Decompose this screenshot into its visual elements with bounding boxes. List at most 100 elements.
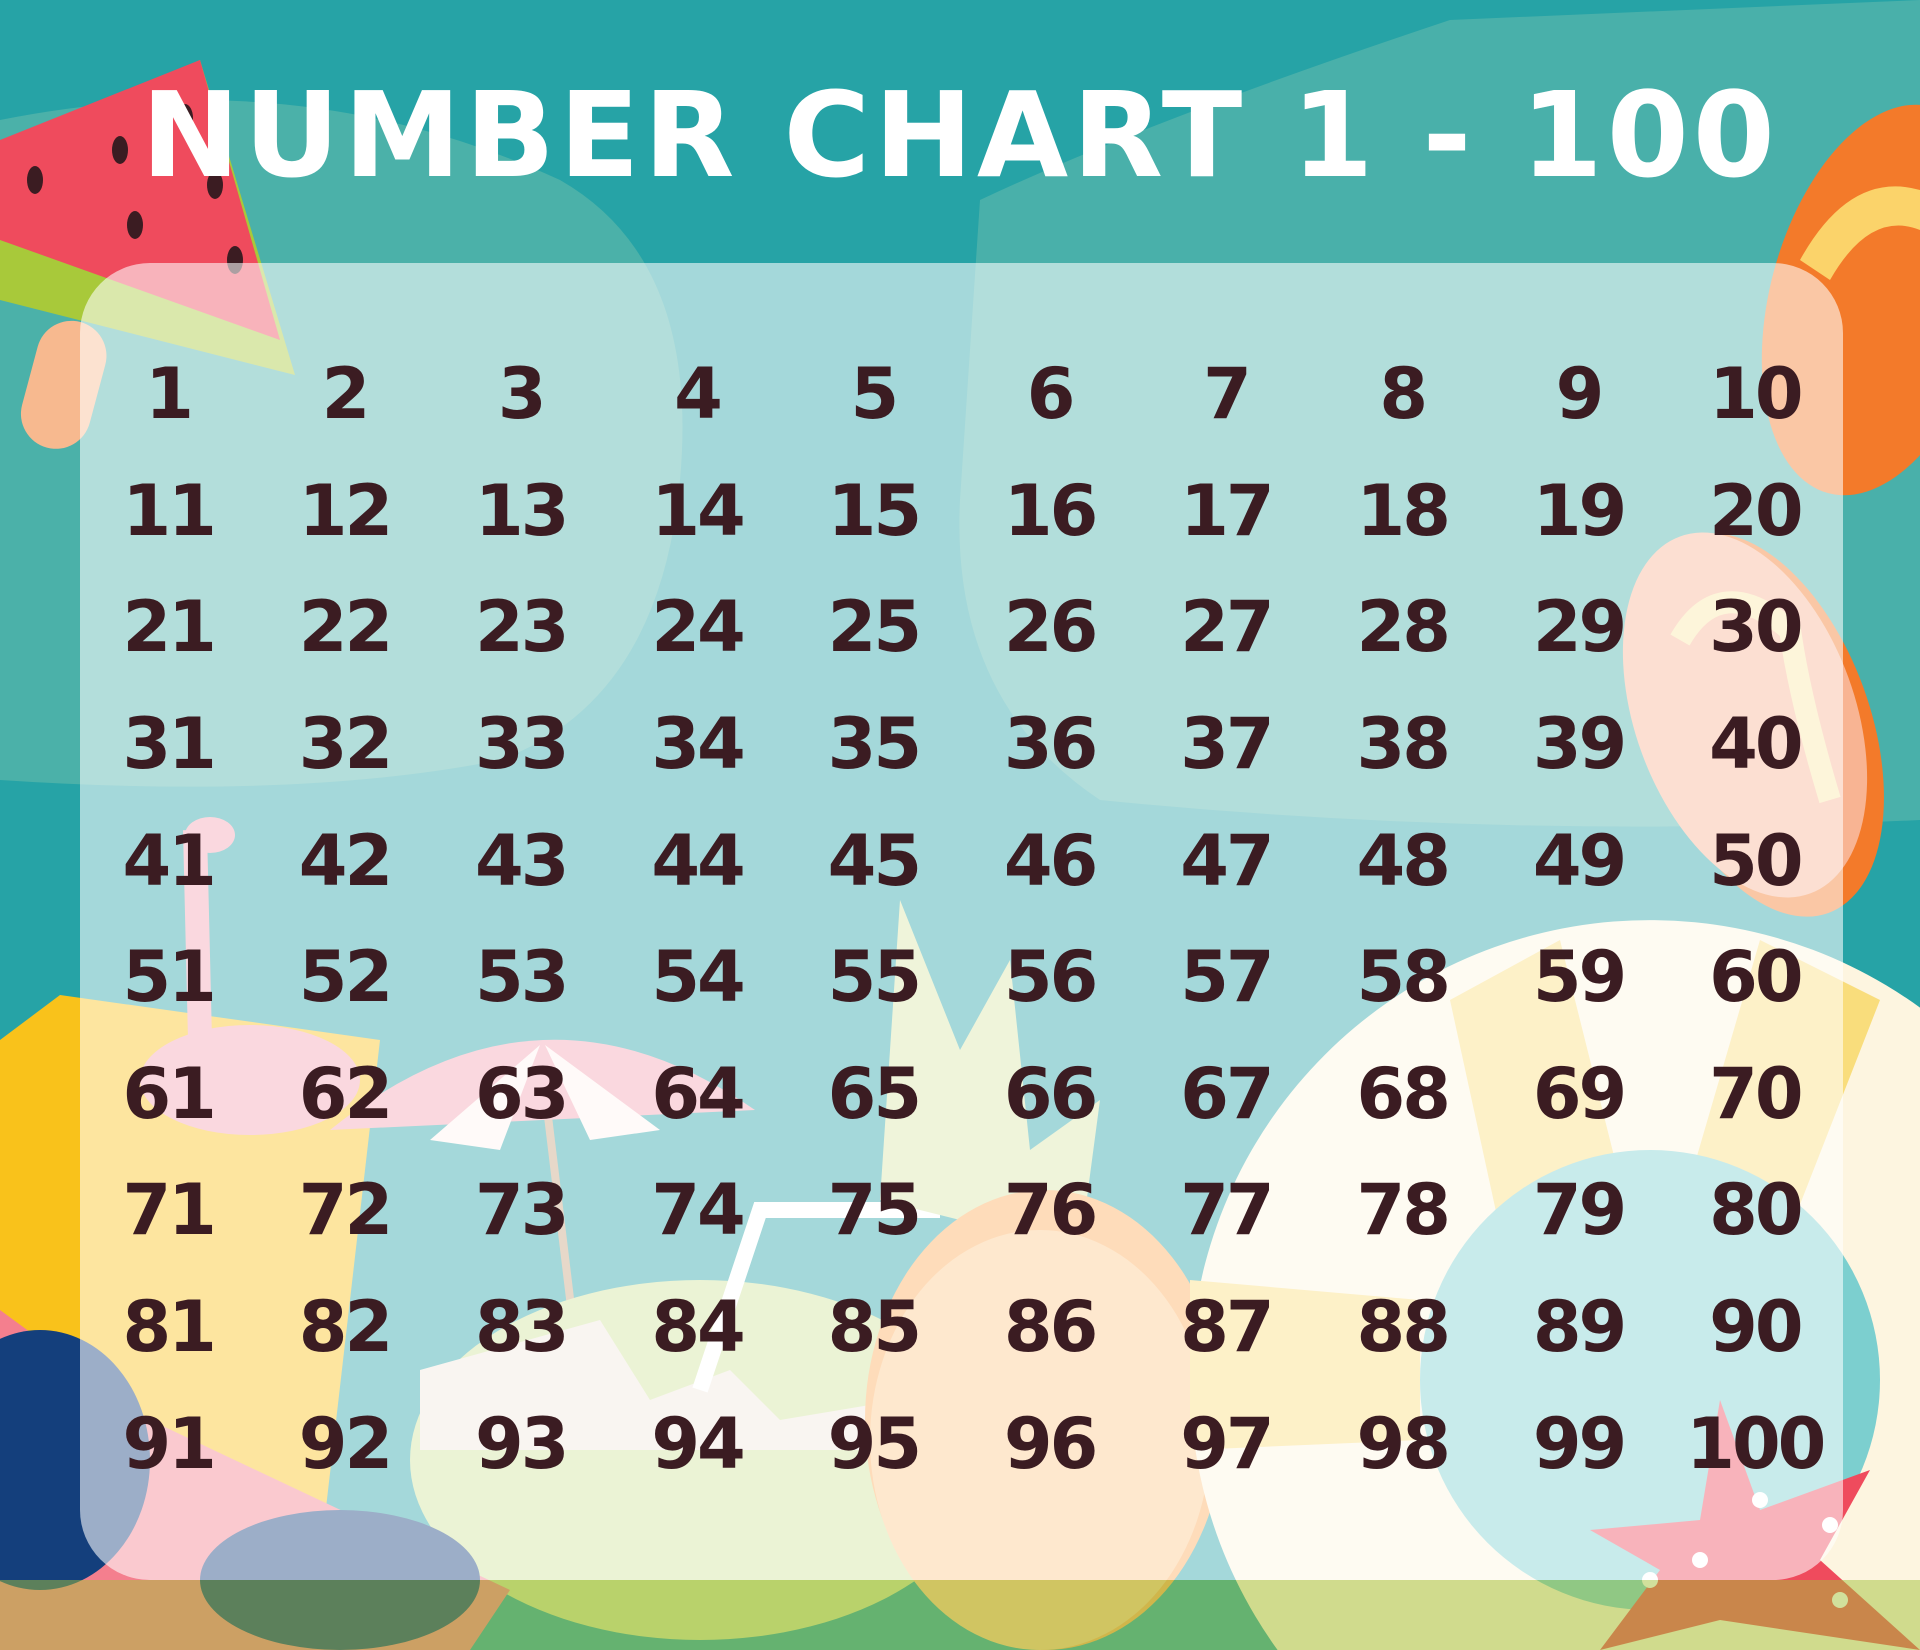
number-cell: 85	[827, 1286, 922, 1369]
number-cell: 63	[475, 1052, 569, 1135]
number-cell: 22	[298, 586, 393, 669]
number-cell: 57	[1180, 936, 1274, 1019]
number-cell: 76	[1003, 1169, 1098, 1252]
number-cell: 2	[321, 353, 371, 436]
number-cell: 79	[1532, 1169, 1627, 1252]
number-cell: 9	[1555, 353, 1605, 436]
number-cell: 95	[827, 1402, 922, 1485]
number-cell: 27	[1180, 586, 1274, 669]
number-cell: 91	[122, 1402, 216, 1485]
number-cell: 92	[298, 1402, 393, 1485]
number-cell: 83	[475, 1286, 569, 1369]
number-cell: 29	[1532, 586, 1627, 669]
number-cell: 97	[1180, 1402, 1274, 1485]
number-cell: 74	[651, 1169, 745, 1252]
number-cell: 40	[1709, 703, 1803, 786]
number-cell: 34	[651, 703, 745, 786]
number-cell: 84	[651, 1286, 745, 1369]
number-cell: 35	[827, 703, 922, 786]
number-cell: 13	[475, 469, 569, 552]
number-cell: 31	[122, 703, 216, 786]
number-grid: 1 2 3 4 5 6 7 8 9 10 11 12 13 14 15 16 17 18 19 20 21 22 23 24 2…	[80, 336, 1843, 1502]
number-cell: 23	[475, 586, 569, 669]
number-cell: 81	[122, 1286, 216, 1369]
number-cell: 47	[1180, 819, 1274, 902]
number-cell: 5	[850, 353, 899, 436]
number-cell: 4	[674, 353, 723, 436]
number-cell: 70	[1709, 1052, 1803, 1135]
number-cell: 59	[1532, 936, 1627, 1019]
number-cell: 82	[298, 1286, 393, 1369]
number-cell: 10	[1709, 353, 1803, 436]
number-cell: 77	[1180, 1169, 1274, 1252]
number-cell: 38	[1356, 703, 1451, 786]
page-title: NUMBER CHART 1 - 100	[141, 66, 1779, 204]
number-cell: 41	[122, 819, 216, 902]
number-cell: 94	[651, 1402, 745, 1485]
number-cell: 67	[1180, 1052, 1274, 1135]
number-cell: 96	[1003, 1402, 1098, 1485]
number-cell: 53	[475, 936, 569, 1019]
number-cell: 7	[1203, 353, 1252, 436]
number-cell: 24	[651, 586, 745, 669]
number-cell: 100	[1686, 1402, 1826, 1485]
number-cell: 30	[1709, 586, 1803, 669]
number-cell: 25	[827, 586, 922, 669]
number-cell: 55	[827, 936, 922, 1019]
number-cell: 51	[122, 936, 216, 1019]
number-cell: 99	[1532, 1402, 1627, 1485]
number-cell: 69	[1532, 1052, 1627, 1135]
number-cell: 39	[1532, 703, 1627, 786]
number-cell: 66	[1003, 1052, 1098, 1135]
number-cell: 28	[1356, 586, 1451, 669]
number-cell: 72	[298, 1169, 393, 1252]
number-cell: 19	[1532, 469, 1627, 552]
number-cell: 12	[298, 469, 393, 552]
number-cell: 68	[1356, 1052, 1451, 1135]
number-cell: 98	[1356, 1402, 1451, 1485]
number-cell: 60	[1709, 936, 1803, 1019]
number-cell: 80	[1709, 1169, 1803, 1252]
number-cell: 90	[1709, 1286, 1803, 1369]
number-cell: 56	[1003, 936, 1098, 1019]
number-cell: 52	[298, 936, 393, 1019]
number-cell: 54	[651, 936, 745, 1019]
number-cell: 43	[475, 819, 569, 902]
number-cell: 20	[1709, 469, 1803, 552]
number-cell: 14	[651, 469, 745, 552]
number-cell: 26	[1003, 586, 1098, 669]
number-cell: 15	[827, 469, 922, 552]
number-cell: 65	[827, 1052, 922, 1135]
number-cell: 6	[1026, 353, 1076, 436]
number-panel	[80, 263, 1843, 1580]
number-cell: 71	[122, 1169, 216, 1252]
number-cell: 37	[1180, 703, 1274, 786]
bottom-strip	[0, 1580, 1920, 1650]
number-cell: 78	[1356, 1169, 1451, 1252]
number-cell: 75	[827, 1169, 922, 1252]
number-cell: 42	[298, 819, 393, 902]
number-cell: 89	[1532, 1286, 1627, 1369]
number-cell: 62	[298, 1052, 393, 1135]
number-cell: 93	[475, 1402, 569, 1485]
number-cell: 61	[122, 1052, 216, 1135]
number-cell: 87	[1180, 1286, 1274, 1369]
number-cell: 8	[1379, 353, 1428, 436]
number-cell: 36	[1003, 703, 1098, 786]
number-cell: 16	[1003, 469, 1098, 552]
number-cell: 21	[122, 586, 216, 669]
number-cell: 45	[827, 819, 922, 902]
number-cell: 3	[497, 353, 547, 436]
number-cell: 44	[651, 819, 745, 902]
number-cell: 33	[475, 703, 569, 786]
number-cell: 88	[1356, 1286, 1451, 1369]
number-cell: 48	[1356, 819, 1451, 902]
number-cell: 18	[1356, 469, 1451, 552]
number-cell: 64	[651, 1052, 745, 1135]
number-cell: 86	[1003, 1286, 1098, 1369]
number-cell: 73	[475, 1169, 569, 1252]
number-cell: 1	[145, 353, 194, 436]
number-cell: 46	[1003, 819, 1098, 902]
number-cell: 11	[122, 469, 216, 552]
number-cell: 49	[1532, 819, 1627, 902]
